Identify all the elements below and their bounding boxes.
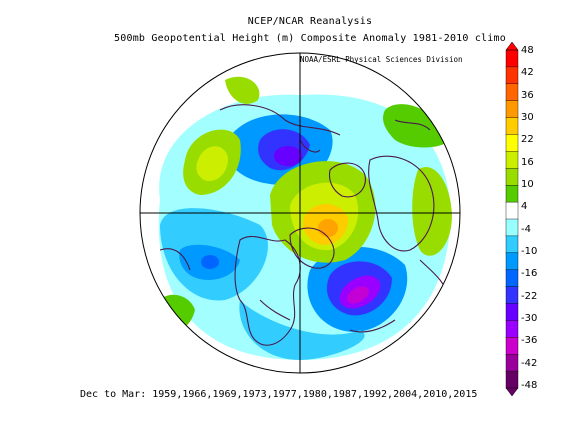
colorbar-segment (505, 117, 519, 136)
colorbar-segment (505, 151, 519, 169)
title-line-1: NCEP/NCAR Reanalysis (247, 16, 373, 27)
colorbar-segment (505, 168, 519, 186)
footer-years: Dec to Mar: 1959,1966,1969,1973,1977,198… (80, 389, 478, 400)
colorbar-label: -48 (521, 380, 538, 391)
colorbar-segment (505, 269, 519, 288)
colorbar-segment (505, 49, 519, 68)
colorbar-segment (505, 218, 519, 237)
colorbar-segment (505, 66, 519, 85)
colorbar-label: -30 (521, 313, 538, 324)
colorbar-label: 10 (521, 179, 534, 190)
colorbar-segment (505, 286, 519, 305)
colorbar-segment (505, 83, 519, 102)
coastlines (159, 104, 451, 346)
colorbar-segment (505, 337, 519, 355)
negative-anomaly-pacific-center (201, 255, 219, 269)
colorbar-label: 16 (521, 156, 534, 168)
title-line-2: 500mb Geopotential Height (m) Composite … (114, 33, 506, 44)
colorbar-segment (505, 252, 519, 271)
colorbar-label: -16 (521, 268, 538, 280)
colorbar-segment (505, 303, 519, 322)
colorbar-segment (505, 354, 519, 372)
colorbar-segment (505, 370, 519, 389)
colorbar-top-arrow (505, 41, 519, 51)
negative-anomaly-atlantic-center (347, 286, 369, 304)
positive-anomaly-bering-strait (225, 76, 260, 104)
positive-anomaly-eurasia (383, 104, 450, 148)
colorbar-segment (505, 184, 519, 203)
colorbar-label: 30 (521, 112, 534, 123)
colorbar-label: 4 (521, 201, 528, 213)
colorbar-label: 48 (521, 45, 534, 56)
colorbar-segment (505, 320, 519, 338)
colorbar-bottom-arrow (505, 387, 519, 397)
colorbar-label: -22 (521, 290, 538, 302)
colorbar-label: -36 (521, 335, 538, 347)
colorbar-segment (505, 235, 519, 254)
credit-label: NOAA/ESRL Physical Sciences Division (300, 55, 463, 64)
negative-anomaly-bering-center (274, 146, 302, 166)
positive-anomaly-europe (412, 167, 452, 256)
colorbar-label: 36 (521, 89, 534, 101)
colorbar-label: 22 (521, 134, 534, 146)
colorbar-label: -10 (521, 246, 538, 257)
colorbar-label: -4 (521, 223, 531, 235)
colorbar-label: -42 (521, 357, 538, 369)
colorbar-segment (505, 201, 519, 220)
colorbar-segment (505, 134, 519, 153)
globe-outline (139, 52, 461, 374)
positive-anomaly-east-pacific-core (196, 146, 228, 181)
colorbar-segment (505, 100, 519, 119)
colorbar-label: 42 (521, 67, 534, 79)
